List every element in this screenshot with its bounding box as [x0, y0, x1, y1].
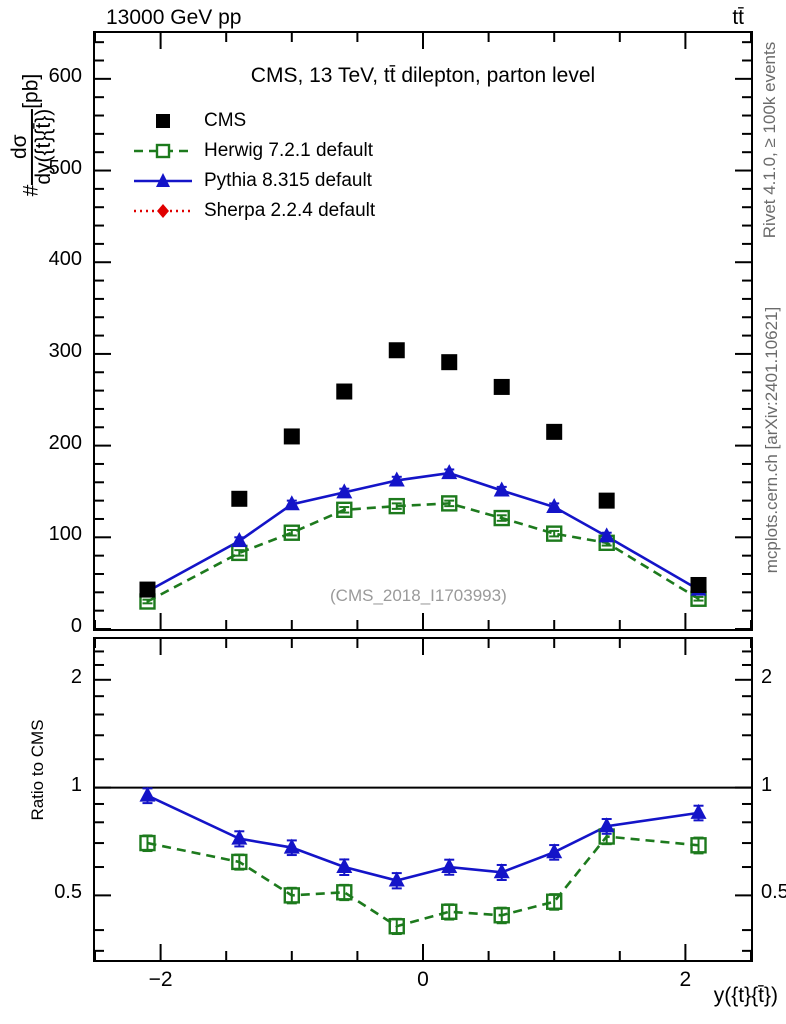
ratio-y-axis-label: Ratio to CMS	[28, 719, 47, 821]
y-axis-tick-label: 200	[48, 431, 82, 454]
legend-marker-square-filled-icon	[132, 110, 194, 132]
y-axis-tick-label: 100	[48, 523, 82, 546]
ratio-y-axis-tick-label-right: 1	[761, 773, 773, 796]
x-axis-tick-label: 2	[679, 968, 692, 991]
y-axis-tick-label: 500	[48, 156, 82, 179]
ratio-y-axis-tick-label: 0.5	[54, 881, 82, 904]
legend-label: Sherpa 2.2.4 default	[204, 200, 376, 221]
x-axis-label: y({t}{t̄})	[713, 984, 778, 1007]
legend-entry[interactable]: Sherpa 2.2.4 default	[132, 196, 375, 226]
y-axis-tick-label: 600	[48, 64, 82, 87]
x-axis-tick-label: 0	[417, 968, 429, 991]
ratio-y-axis-tick-label-right: 2	[761, 665, 773, 688]
y-axis-prefix: #	[19, 184, 43, 197]
y-axis-label: # dσ dy({t}{t̄})[pb]	[8, 15, 55, 255]
ratio-plot-frame	[93, 637, 753, 962]
page-title: CMS, 13 TeV, tt̄ dilepton, parton level	[250, 64, 596, 87]
rivet-version-note: Rivet 4.1.0, ≥ 100k events	[760, 41, 779, 239]
legend-label: Pythia 8.315 default	[204, 170, 372, 191]
beam-energy-label: 13000 GeV pp	[106, 6, 242, 29]
ratio-y-axis-tick-label: 1	[70, 773, 82, 796]
legend-entry[interactable]: Herwig 7.2.1 default	[132, 136, 375, 166]
x-axis-tick-label: −2	[148, 968, 173, 991]
y-axis-tick-label: 300	[48, 339, 82, 362]
mcplots-source-note: mcplots.cern.ch [arXiv:2401.10621]	[762, 306, 781, 574]
legend-entry[interactable]: Pythia 8.315 default	[132, 166, 375, 196]
ratio-y-axis-tick-label-right: 0.5	[761, 881, 786, 904]
legend-label: CMS	[204, 110, 247, 131]
analysis-id-watermark: (CMS_2018_I1703993)	[330, 586, 507, 605]
legend-label: Herwig 7.2.1 default	[204, 140, 373, 161]
legend-marker-triangle-filled-icon	[132, 170, 194, 192]
process-label: tt̄	[732, 6, 744, 29]
legend-entry[interactable]: CMS	[132, 106, 375, 136]
y-axis-tick-label: 400	[48, 248, 82, 271]
legend-marker-square-open-icon	[132, 140, 194, 162]
legend-marker-diamond-filled-icon	[132, 200, 194, 222]
legend: CMS Herwig 7.2.1 default Pythia 8.315 defa…	[132, 106, 375, 226]
ratio-y-axis-tick-label: 2	[70, 665, 82, 688]
y-axis-tick-label: 0	[70, 615, 82, 637]
main-plot-frame	[93, 31, 753, 631]
